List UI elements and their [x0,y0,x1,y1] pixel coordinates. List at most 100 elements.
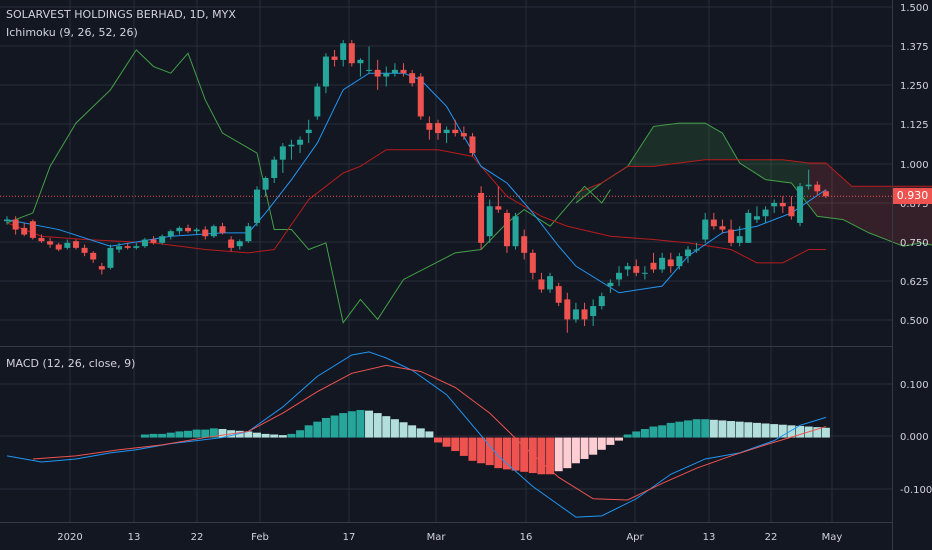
candle-body [176,227,183,232]
price-tick-label: 0.750 [900,238,929,249]
candles[interactable] [4,39,829,333]
candle [538,272,545,293]
candle-body [331,56,338,60]
candle [116,242,123,253]
macd-histogram-bar [494,437,503,469]
macd-histogram-bar [520,437,529,472]
candle-body [503,212,510,247]
candle-body [167,231,174,237]
candle-body [228,239,235,248]
macd-pane [6,351,830,518]
macd-histogram-bar [201,429,210,438]
candle-body [633,266,640,273]
macd-histogram-bar [770,424,779,438]
candle [797,182,804,227]
candle [262,176,269,197]
time-tick-label: 13 [703,532,716,543]
macd-histogram-bar [623,434,632,438]
candle-body [236,241,243,247]
macd-histogram-bar [571,437,580,464]
pane-separator[interactable] [0,346,892,347]
candle [624,262,631,277]
candle-body [538,279,545,290]
candle [81,244,88,257]
candle [753,206,760,223]
macd-histogram-bar [485,437,494,466]
candle-body [797,186,804,223]
candle [460,126,467,140]
candle [822,189,829,198]
macd-histogram-bar [796,425,805,438]
candle [288,139,295,160]
candle [676,252,683,270]
candle-body [624,266,631,270]
candle-body [788,206,795,217]
macd-histogram-bar [209,428,218,438]
candle [555,282,562,307]
candle-body [107,247,114,268]
price-tick-label: 1.250 [900,81,929,92]
candle-body [822,191,829,197]
candle [702,212,709,243]
macd-histogram-bar [442,437,451,447]
candle [667,252,674,273]
candle-body [253,189,260,223]
candle-body [72,241,79,248]
candle-body [547,276,554,290]
candle [693,242,700,253]
macd-histogram-bar [459,437,468,456]
ichimoku-cloud [575,123,932,247]
candle [469,133,476,157]
candle-body [572,309,579,320]
candle-body [64,242,71,248]
symbol-legend[interactable]: SOLARVEST HOLDINGS BERHAD, 1D, MYX [6,8,236,21]
candle-body [719,226,726,230]
candle-body [305,129,312,134]
candle [167,229,174,240]
candle [745,209,752,243]
candle-body [478,192,485,243]
candle [245,222,252,243]
macd-histogram-bar [261,433,270,438]
candle-body [684,249,691,257]
candle-body [564,299,571,320]
candle-body [590,306,597,317]
candle [124,242,131,250]
candle-body [693,249,700,251]
candle [21,222,28,237]
candle [159,234,166,245]
candle-body [202,229,209,237]
ichimoku-legend[interactable]: Ichimoku (9, 26, 52, 26) [6,26,138,39]
candle-body [659,257,666,270]
candle [512,212,519,250]
signal-line [32,364,827,501]
macd-histogram-bar [252,432,261,438]
macd-histogram-bar [330,415,339,438]
candle [426,116,433,140]
candle [64,239,71,250]
macd-histogram-bar [709,419,718,438]
macd-histogram-bar [356,410,365,438]
macd-histogram-bar [140,434,149,438]
candle [400,63,407,77]
time-tick-label: 16 [520,532,533,543]
candle [719,219,726,233]
candle [305,119,312,144]
candle [29,219,36,240]
candle-body [650,262,657,270]
candle-body [667,259,674,267]
candle-body [210,226,217,237]
candle-body [150,239,157,243]
candle [297,136,304,154]
macd-histogram-bar [313,421,322,438]
candle [391,63,398,77]
time-tick-label: Mar [427,532,447,543]
macd-histogram-bar [666,422,675,438]
candle-body [409,73,416,84]
candle [728,219,735,247]
macd-legend[interactable]: MACD (12, 26, close, 9) [6,357,136,370]
candle-body [383,73,390,77]
candle [202,226,209,240]
axes: 1.500 1.375 1.250 1.125 1.000 0.875 0.750 0.625… [57,3,932,543]
